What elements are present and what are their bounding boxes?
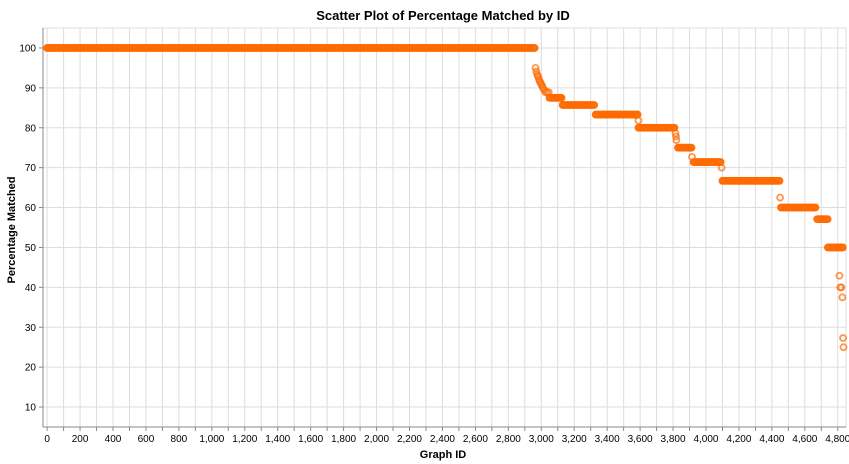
y-tick-label: 80 [25,123,37,134]
data-point [811,203,820,212]
x-tick-label: 2,400 [430,434,455,445]
x-tick-label: 1,000 [199,434,224,445]
data-point [835,271,844,280]
x-tick-label: 3,000 [529,434,554,445]
data-point [672,132,680,141]
data-point [672,136,681,145]
data-point [837,283,846,292]
data-point [557,93,566,102]
y-tick-label: 10 [25,403,37,414]
axis-layer: 0 200 400 600 800 1,000 1,200 1,400 1,600 1,800 2,… [19,28,849,445]
x-tick-label: 1,800 [331,434,356,445]
x-tick-label: 400 [105,434,122,445]
x-tick-label: 0 [44,434,50,445]
x-tick-label: 1,200 [232,434,257,445]
x-tick-label: 3,600 [628,434,653,445]
data-point [687,143,696,152]
x-tick-label: 1,400 [265,434,290,445]
x-tick-label: 2,600 [463,434,488,445]
x-tick-label: 800 [171,434,188,445]
data-point [717,163,726,172]
y-axis-title: Percentage Matched [6,177,18,284]
data-point [688,152,696,161]
data-point [531,64,540,72]
chart-title: Scatter Plot of Percentage Matched by ID [316,8,570,23]
x-tick-label: 4,000 [693,434,718,445]
x-axis-title: Graph ID [420,449,467,461]
x-tick-label: 3,200 [562,434,587,445]
data-point [776,193,785,202]
x-tick-label: 600 [138,434,155,445]
data-point [775,176,784,185]
x-tick-label: 4,200 [726,434,751,445]
y-tick-label: 90 [25,83,37,94]
y-tick-label: 40 [25,283,37,294]
data-point [530,44,539,52]
x-tick-label: 3,400 [595,434,620,445]
x-tick-label: 4,400 [759,434,784,445]
y-tick-label: 50 [25,243,37,254]
data-point [823,215,832,224]
x-tick-label: 4,600 [792,434,817,445]
x-tick-label: 2,000 [364,434,389,445]
x-tick-label: 200 [72,434,89,445]
x-tick-label: 1,600 [298,434,323,445]
y-tick-label: 20 [25,363,37,374]
x-tick-label: 2,800 [496,434,521,445]
data-point [838,293,847,302]
data-point [838,243,847,252]
y-tick-label: 100 [19,43,36,54]
y-tick-label: 60 [25,203,37,214]
y-tick-label: 30 [25,323,37,334]
data-point [634,116,643,125]
x-tick-label: 4,800 [825,434,849,445]
data-point [839,334,847,342]
data-point [544,88,553,97]
data-point [839,343,848,352]
grid-layer [42,27,847,428]
x-tick-label: 2,200 [397,434,422,445]
points-layer [43,44,848,352]
data-point [590,101,599,109]
x-tick-label: 3,800 [661,434,686,445]
y-tick-label: 70 [25,163,37,174]
